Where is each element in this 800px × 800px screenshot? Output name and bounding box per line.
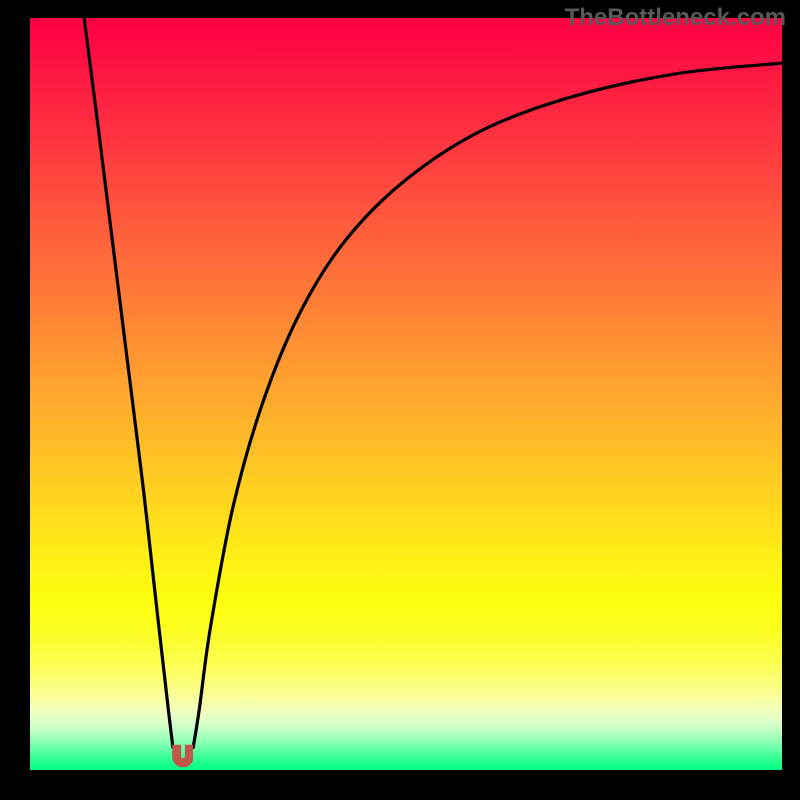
frame-right [782,0,800,800]
chart-root: TheBottleneck.com [0,0,800,800]
frame-bottom [0,770,800,800]
valley-marker-svg [172,745,194,768]
valley-u-path [176,745,189,763]
curves-layer [30,18,782,770]
plot-area [30,18,782,770]
curve-left [84,18,173,747]
watermark-text: TheBottleneck.com [565,4,786,32]
curve-right [193,63,782,747]
valley-marker [172,745,194,768]
frame-left [0,0,30,800]
